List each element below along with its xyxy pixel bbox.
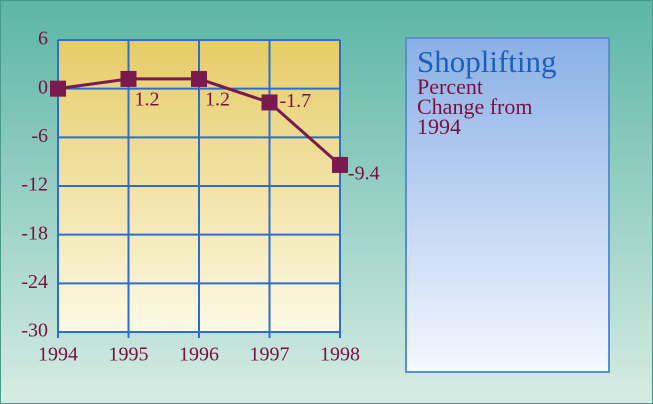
data-label: 1.2 [135, 89, 160, 111]
data-label: -9.4 [348, 163, 380, 185]
y-tick-label: -12 [21, 174, 48, 196]
y-tick-label: -6 [31, 125, 48, 147]
x-tick-label: 1997 [250, 344, 290, 366]
data-label: -1.7 [280, 90, 312, 112]
title-box: Shoplifting Percent Change from 1994 [405, 37, 610, 373]
x-tick-label: 1996 [179, 344, 219, 366]
data-point [261, 94, 278, 111]
y-tick-label: 0 [38, 76, 48, 98]
y-tick-label: 6 [38, 28, 48, 50]
data-point [332, 156, 348, 173]
y-tick-label: -30 [21, 320, 48, 342]
chart-title: Shoplifting [417, 44, 557, 79]
data-point [50, 80, 66, 97]
x-tick-label: 1994 [38, 344, 78, 366]
data-label: 1.2 [205, 89, 230, 111]
chart-subtitle: Percent Change from 1994 [417, 74, 533, 139]
x-tick-label: 1998 [320, 344, 360, 366]
data-point [191, 70, 207, 87]
y-tick-label: -18 [21, 222, 48, 244]
x-tick-label: 1995 [109, 344, 149, 366]
data-point [120, 70, 137, 87]
y-tick-label: -24 [21, 271, 48, 293]
